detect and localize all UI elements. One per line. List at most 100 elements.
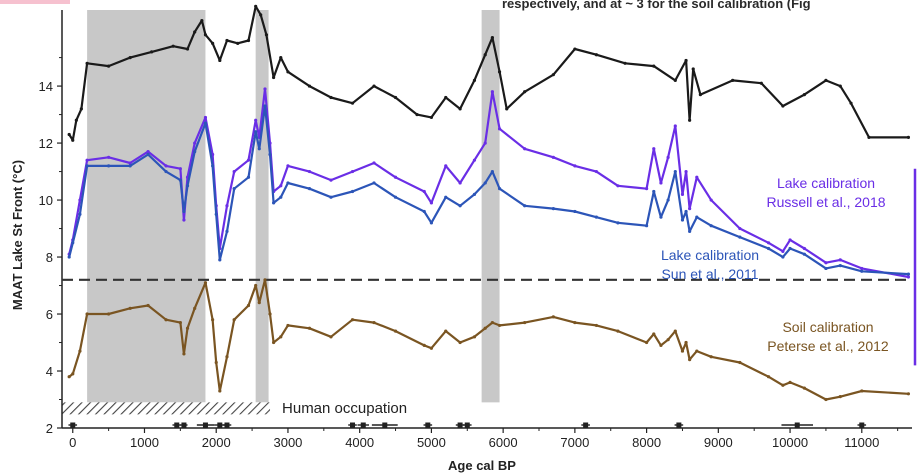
- data-point-sun: [214, 212, 218, 216]
- data-point-russell: [429, 201, 434, 205]
- data-point-soil: [268, 312, 272, 316]
- data-point-top: [107, 64, 111, 68]
- series-label-soil: Peterse et al., 2012: [767, 338, 889, 354]
- data-point-russell: [246, 158, 251, 162]
- data-point-russell: [652, 147, 656, 151]
- data-point-sun: [838, 263, 842, 268]
- data-point-russell: [483, 141, 487, 145]
- data-point-top: [684, 58, 688, 63]
- data-point-top: [523, 90, 527, 94]
- data-point-russell: [107, 155, 111, 159]
- data-point-russell: [688, 207, 692, 211]
- data-point-top: [218, 58, 222, 63]
- data-point-soil: [444, 329, 448, 333]
- data-point-sun: [644, 224, 649, 228]
- data-point-russell: [644, 187, 649, 191]
- data-point-soil: [766, 375, 771, 379]
- data-point-russell: [838, 258, 842, 262]
- data-point-soil: [860, 389, 864, 393]
- data-point-sun: [673, 169, 677, 174]
- data-point-top: [623, 61, 627, 65]
- data-point-sun: [225, 229, 229, 233]
- age-control-point: [350, 422, 356, 428]
- data-point-sun: [164, 169, 168, 174]
- data-point-soil: [490, 320, 494, 325]
- data-point-top: [393, 95, 398, 100]
- data-point-russell: [860, 266, 864, 271]
- caption-text: respectively, and at ~ 3 for the soil ca…: [502, 0, 811, 11]
- data-point-sun: [263, 104, 267, 108]
- data-point-russell: [78, 198, 82, 202]
- x-tick-label: 0: [69, 435, 76, 450]
- x-tick-label: 4000: [345, 435, 374, 450]
- data-point-soil: [67, 375, 71, 379]
- data-point-russell: [666, 155, 670, 159]
- age-control-point: [217, 422, 223, 428]
- age-control-point: [382, 422, 388, 428]
- data-point-russell: [329, 178, 333, 182]
- data-point-russell: [422, 189, 426, 194]
- data-point-soil: [78, 349, 82, 353]
- age-control-point: [583, 422, 589, 428]
- data-point-soil: [246, 303, 251, 308]
- data-point-sun: [688, 229, 692, 233]
- data-point-sun: [232, 187, 236, 191]
- data-point-sun: [257, 147, 261, 151]
- data-point-soil: [203, 281, 208, 285]
- data-point-russell: [393, 175, 398, 179]
- data-point-soil: [193, 306, 197, 310]
- data-point-sun: [178, 178, 182, 182]
- data-point-top: [849, 101, 853, 105]
- data-point-russell: [680, 192, 685, 196]
- data-point-sun: [182, 209, 186, 214]
- data-point-russell: [695, 175, 699, 179]
- series-label-sun: Lake calibration: [661, 247, 759, 263]
- data-point-top: [203, 33, 208, 37]
- data-point-sun: [652, 189, 656, 194]
- data-point-soil: [350, 318, 355, 322]
- y-tick-label: 4: [46, 364, 53, 379]
- data-point-sun: [246, 175, 251, 179]
- data-point-soil: [286, 323, 290, 328]
- data-point-soil: [709, 355, 713, 359]
- data-point-top: [867, 135, 871, 139]
- data-point-top: [71, 138, 75, 142]
- data-point-russell: [193, 141, 197, 145]
- data-point-sun: [393, 195, 398, 199]
- data-point-soil: [616, 329, 620, 333]
- data-point-top: [372, 84, 376, 88]
- data-point-top: [150, 50, 154, 54]
- data-point-soil: [422, 343, 426, 347]
- data-point-sun: [458, 204, 462, 208]
- data-point-russell: [497, 127, 502, 131]
- data-point-sun: [329, 195, 333, 199]
- data-point-russell: [781, 249, 785, 253]
- data-point-russell: [178, 167, 182, 171]
- data-point-sun: [573, 209, 577, 214]
- data-point-top: [236, 41, 240, 45]
- data-point-sun: [268, 152, 272, 157]
- data-point-soil: [225, 355, 229, 359]
- data-point-top: [193, 30, 197, 34]
- data-point-sun: [71, 241, 75, 245]
- data-point-soil: [307, 326, 312, 330]
- data-point-russell: [350, 169, 355, 174]
- data-point-russell: [472, 158, 477, 162]
- data-point-top: [691, 67, 695, 71]
- shaded-interval: [481, 10, 500, 403]
- data-point-soil: [85, 312, 89, 316]
- data-point-soil: [781, 383, 785, 387]
- data-point-soil: [644, 340, 649, 345]
- data-point-soil: [458, 340, 462, 345]
- data-point-top: [200, 18, 204, 23]
- data-point-russell: [286, 164, 290, 168]
- data-point-soil: [688, 358, 692, 362]
- data-point-sun: [444, 195, 448, 199]
- age-control-point: [457, 422, 463, 428]
- data-point-soil: [802, 386, 807, 390]
- data-point-top: [458, 107, 462, 111]
- data-point-sun: [307, 187, 312, 191]
- data-point-sun: [684, 209, 688, 214]
- data-point-sun: [483, 181, 487, 185]
